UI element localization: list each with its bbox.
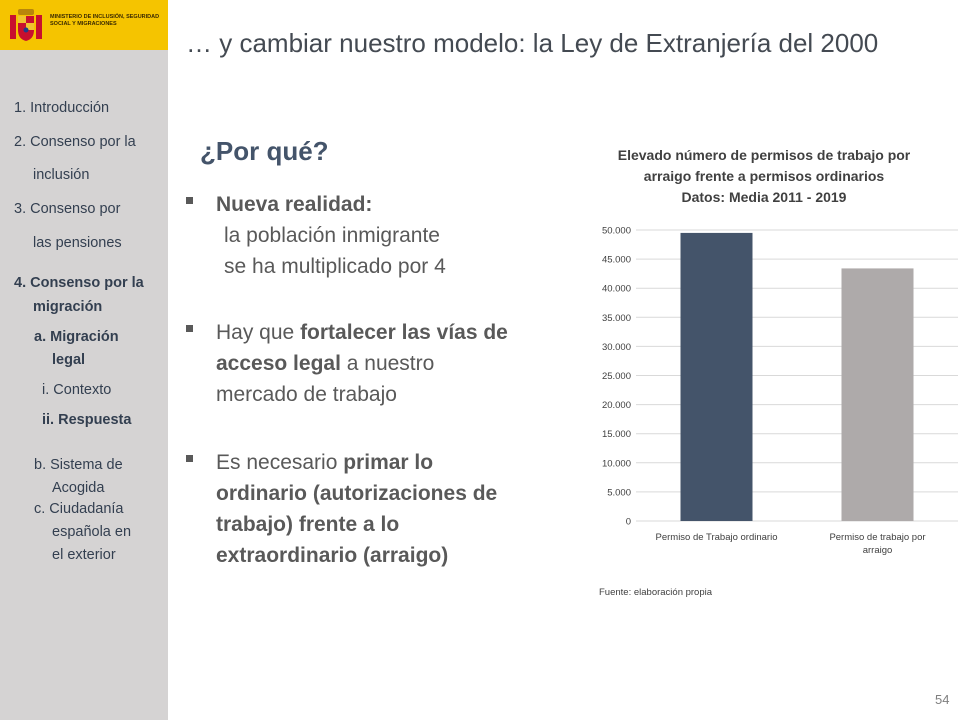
y-tick-label: 15.000 <box>602 429 631 440</box>
y-tick-label: 35.000 <box>602 313 631 324</box>
ministry-name: MINISTERIO DE INCLUSIÓN, SEGURIDAD SOCIA… <box>50 14 160 27</box>
bullet-marker <box>186 325 193 332</box>
chart-source: Fuente: elaboración propia <box>599 587 713 598</box>
nav-item-consenso-migracion-cont[interactable]: migración <box>33 299 103 315</box>
slide-title: … y cambiar nuestro modelo: la Ley de Ex… <box>186 28 879 58</box>
nav-item-respuesta[interactable]: ii. Respuesta <box>42 412 132 428</box>
bullet-text: Es necesario <box>216 451 344 474</box>
chart-title-line: Datos: Media 2011 - 2019 <box>681 189 847 205</box>
nav-item-consenso-pensiones-cont[interactable]: las pensiones <box>33 235 122 251</box>
bullet-text: a nuestro mercado de trabajo <box>216 352 435 406</box>
coat-of-arms-icon <box>10 9 42 41</box>
bar <box>680 232 753 521</box>
y-tick-label: 40.000 <box>602 284 631 295</box>
x-tick-label: Permiso de Trabajo ordinario <box>656 532 778 543</box>
y-tick-label: 20.000 <box>602 400 631 411</box>
y-tick-label: 0 <box>626 517 631 528</box>
nav-item-ciudadania-cont1[interactable]: española en <box>52 524 132 540</box>
bar-chart: 0 5.000 10.000 15.000 20.000 25.000 30.000 35.0… <box>602 226 958 556</box>
nav-item-contexto[interactable]: i. Contexto <box>42 382 112 398</box>
nav-item-introduccion[interactable]: 1. Introducción <box>14 100 110 116</box>
bullet-line: se ha multiplicado por 4 <box>224 255 446 278</box>
bullet-marker <box>186 197 193 204</box>
bullet-primar: Es necesario primar lo ordinario (autori… <box>216 447 511 571</box>
chart-title: Elevado número de permisos de trabajo po… <box>578 145 950 208</box>
nav-item-ciudadania[interactable]: c. Ciudadanía <box>34 501 124 517</box>
bullet-text: Hay que <box>216 321 301 344</box>
bar <box>841 268 914 521</box>
section-heading: ¿Por qué? <box>200 136 329 166</box>
nav-item-migracion-legal[interactable]: a. Migración <box>34 329 119 345</box>
nav-item-migracion-legal-cont[interactable]: legal <box>52 352 86 368</box>
nav-item-consenso-migracion[interactable]: 4. Consenso por la <box>14 275 144 291</box>
page-number: 54 <box>935 692 950 707</box>
bullet-nueva-realidad: Nueva realidad: la población inmigrante … <box>216 189 536 282</box>
nav-item-consenso-inclusion[interactable]: 2. Consenso por la <box>14 134 136 150</box>
bullet-line: la población inmigrante <box>224 224 440 247</box>
y-tick-label: 25.000 <box>602 371 631 382</box>
bullet-fortalecer: Hay que fortalecer las vías de acceso le… <box>216 317 516 410</box>
nav-item-ciudadania-cont2[interactable]: el exterior <box>52 547 116 563</box>
bullet-bold-text: primar lo ordinario (autorizaciones de t… <box>216 451 498 567</box>
y-tick-label: 5.000 <box>607 487 631 498</box>
nav-item-consenso-inclusion-cont[interactable]: inclusión <box>33 167 90 183</box>
y-tick-label: 50.000 <box>602 226 631 237</box>
chart-title-line: arraigo frente a permisos ordinarios <box>643 168 885 184</box>
sidebar: MINISTERIO DE INCLUSIÓN, SEGURIDAD SOCIA… <box>0 0 168 720</box>
y-tick-label: 10.000 <box>602 458 631 469</box>
y-tick-label: 30.000 <box>602 342 631 353</box>
nav-item-sistema-acogida-cont[interactable]: Acogida <box>52 480 105 496</box>
x-tick-label: Permiso de trabajo por <box>829 532 925 543</box>
sidebar-nav: 1. Introducción 2. Consenso por la inclu… <box>0 0 168 720</box>
ministry-logo: MINISTERIO DE INCLUSIÓN, SEGURIDAD SOCIA… <box>0 0 168 50</box>
chart-title-line: Elevado número de permisos de trabajo po… <box>617 147 911 163</box>
x-tick-label: arraigo <box>863 545 893 556</box>
y-tick-label: 45.000 <box>602 255 631 266</box>
bullet-marker <box>186 455 193 462</box>
bullet-bold-text: fortalecer las vías de acceso legal <box>216 321 508 375</box>
bullet-heading: Nueva realidad: <box>216 193 373 216</box>
nav-item-sistema-acogida[interactable]: b. Sistema de <box>34 457 123 473</box>
nav-item-consenso-pensiones[interactable]: 3. Consenso por <box>14 201 121 217</box>
